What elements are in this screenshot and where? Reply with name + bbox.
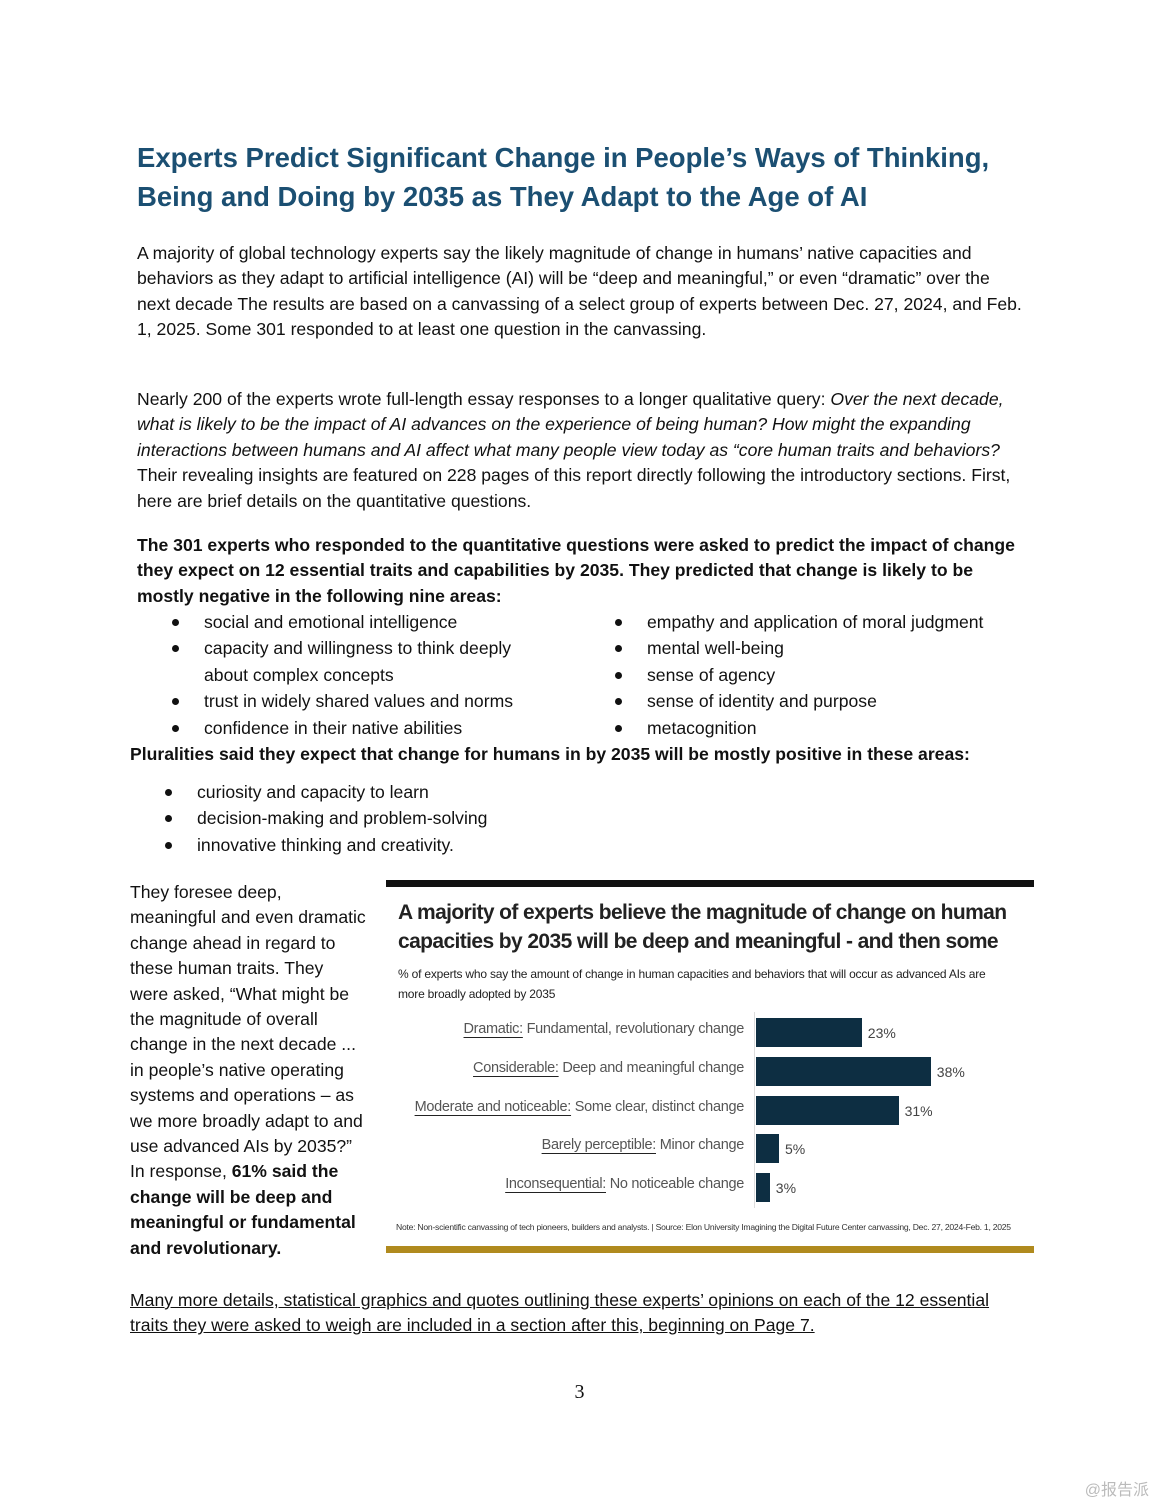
side-text: They foresee deep, meaningful and even d… <box>130 880 366 1261</box>
chart-bottom-rule <box>386 1246 1034 1253</box>
chart-subtitle: % of experts who say the amount of chang… <box>398 967 986 1001</box>
list-item: metacognition <box>613 715 1053 741</box>
bar-label-desc: Some clear, distinct change <box>571 1098 745 1115</box>
list-item: sense of identity and purpose <box>613 688 1053 714</box>
list-item: social and emotional intelligence <box>170 609 570 635</box>
bar-value-label: 23% <box>867 1025 896 1041</box>
bar-value-label: 31% <box>904 1102 933 1119</box>
bar <box>756 1134 779 1164</box>
list-item: decision-making and problem-solving <box>163 805 663 831</box>
list-item: confidence in their native abilities <box>170 715 570 741</box>
bar <box>756 1056 931 1086</box>
page-title: Experts Predict Significant Change in Pe… <box>137 142 990 212</box>
bar-label-desc: No noticeable change <box>606 1176 745 1193</box>
essay-paragraph: Nearly 200 of the experts wrote full-len… <box>137 387 1027 514</box>
bar-label: Inconsequential: No noticeable change <box>505 1176 744 1192</box>
bar-value-label: 38% <box>936 1063 965 1080</box>
positive-intro: Pluralities said they expect that change… <box>130 744 970 764</box>
chart-axis <box>754 1012 755 1208</box>
bar-label: Dramatic: Fundamental, revolutionary cha… <box>463 1021 745 1037</box>
list-item: curiosity and capacity to learn <box>163 779 663 805</box>
chart-note: Note: Non-scientific canvassing of tech … <box>396 1222 1011 1232</box>
bar-label: Considerable: Deep and meaningful change <box>473 1060 744 1076</box>
bar-value-label: 5% <box>785 1141 806 1158</box>
bar-label-term: Moderate and noticeable: <box>414 1098 572 1115</box>
side-text-body: They foresee deep, meaningful and even d… <box>130 882 366 1182</box>
bar <box>756 1173 770 1203</box>
essay-paragraph-start: Nearly 200 of the experts wrote full-len… <box>137 389 831 409</box>
list-item: mental well-being <box>613 635 1053 661</box>
bar-value-label: 3% <box>775 1180 797 1197</box>
bar-label-term: Dramatic: <box>463 1021 524 1037</box>
list-item: empathy and application of moral judgmen… <box>613 609 1053 635</box>
essay-paragraph-end: Their revealing insights are featured on… <box>137 465 1011 511</box>
bar-label-term: Inconsequential: <box>505 1176 606 1193</box>
negative-list-right: empathy and application of moral judgmen… <box>613 609 1053 741</box>
quantitative-intro: The 301 experts who responded to the qua… <box>137 535 1015 606</box>
bar-label-term: Barely perceptible: <box>541 1137 657 1154</box>
negative-list-left: social and emotional intelligence capaci… <box>170 609 570 741</box>
bar-label-desc: Deep and meaningful change <box>558 1059 744 1076</box>
bar-label-desc: Minor change <box>656 1137 745 1154</box>
list-item: sense of agency <box>613 662 1053 688</box>
page-number: 3 <box>574 1381 585 1403</box>
details-link[interactable]: Many more details, statistical graphics … <box>130 1290 990 1336</box>
bar-label: Barely perceptible: Minor change <box>541 1137 745 1154</box>
list-item: innovative thinking and creativity. <box>163 832 663 858</box>
bar-label-desc: Fundamental, revolutionary change <box>522 1021 745 1037</box>
essay-question: Over the next decade, what is likely to … <box>137 389 1004 460</box>
bar-label-term: Considerable: <box>473 1059 559 1076</box>
intro-paragraph: A majority of global technology experts … <box>137 243 1022 340</box>
bar <box>756 1018 862 1047</box>
chart-title: A majority of experts believe the magnit… <box>398 901 1007 953</box>
chart-top-rule <box>386 880 1034 887</box>
list-item: trust in widely shared values and norms <box>170 688 570 714</box>
positive-list: curiosity and capacity to learn decision… <box>163 779 663 858</box>
bar <box>756 1095 899 1125</box>
side-text-bold: 61% said the change will be deep and mea… <box>130 1161 356 1258</box>
list-item: capacity and willingness to think deeply… <box>170 635 550 688</box>
watermark: @报告派 <box>1084 1482 1149 1499</box>
bar-label: Moderate and noticeable: Some clear, dis… <box>414 1098 745 1115</box>
side-text-overflow <box>130 1262 550 1288</box>
